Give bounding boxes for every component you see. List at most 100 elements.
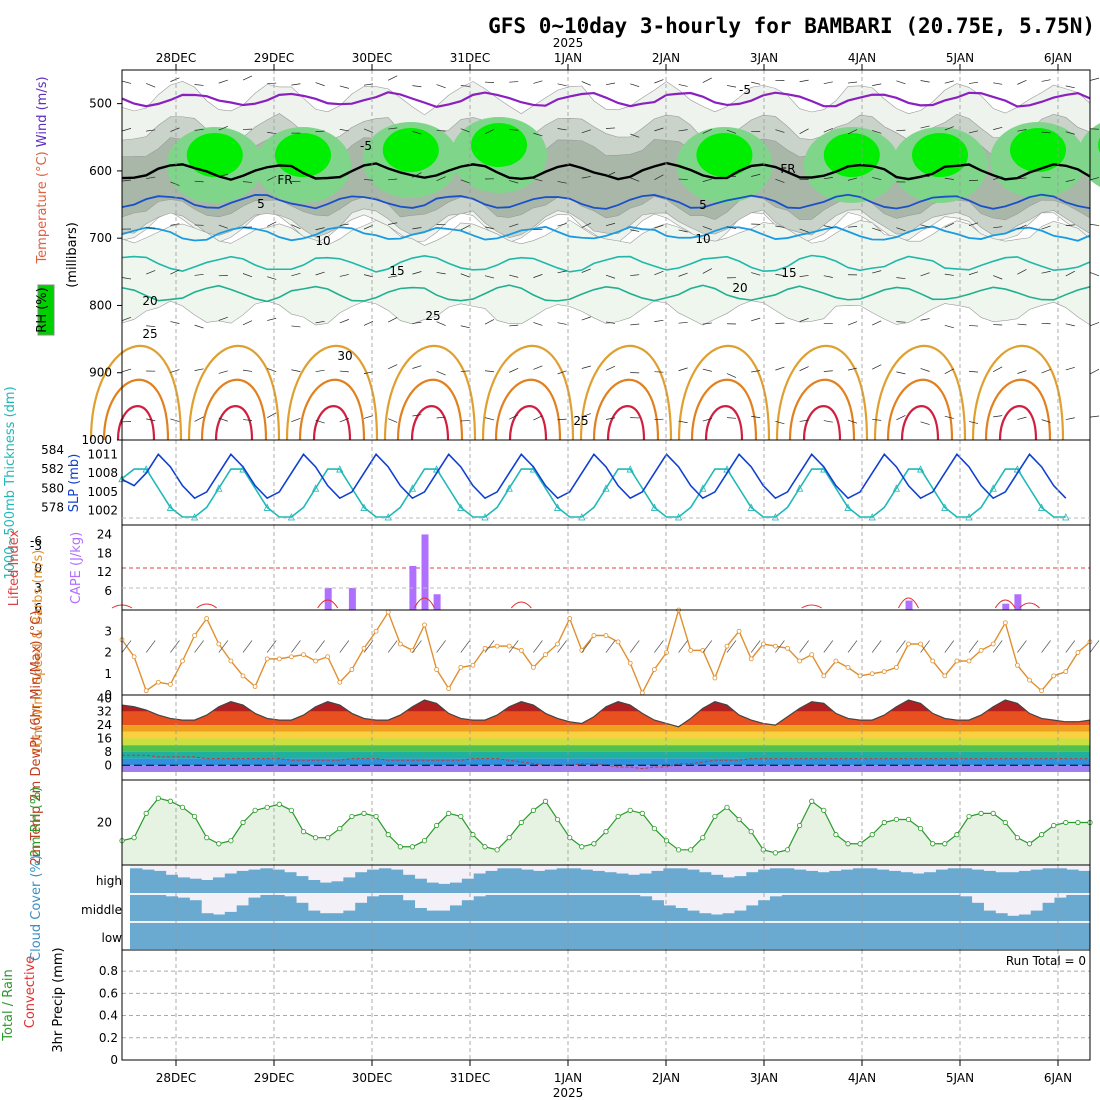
- cloud-cover-bar: [521, 923, 534, 949]
- wind-speed-point: [966, 658, 972, 664]
- rh-2m-point: [978, 810, 984, 816]
- cloud-cover-bar: [1054, 923, 1067, 949]
- rh-2m-point: [397, 844, 403, 850]
- wind-barb: [1041, 225, 1051, 230]
- temp-axis-label: 2m Temp 2m DewPt (6hr Min/Max) (°C): [29, 611, 44, 866]
- rh-saturated-area: [1010, 128, 1066, 172]
- cloud-cover-bar: [343, 877, 356, 893]
- wind-barb: [1089, 272, 1100, 277]
- wind-barb: [847, 81, 858, 84]
- rh-saturated-area: [823, 133, 880, 177]
- cloud-cover-bar: [935, 869, 949, 893]
- contour-label: FR: [780, 162, 795, 176]
- wind-barb: [581, 268, 591, 273]
- cloud-cover-bar: [497, 923, 510, 949]
- thickness-marker: [384, 513, 392, 521]
- wind-speed-point: [216, 641, 222, 647]
- wind-barb: [194, 84, 204, 86]
- cloud-cover-bar: [201, 923, 214, 949]
- wind-speed-point: [1039, 688, 1044, 694]
- temp-tick: 0: [104, 758, 112, 772]
- rh-2m-point: [1039, 832, 1045, 838]
- wind-barb: [121, 128, 132, 132]
- precip-axis-label: 3hr Precip (mm): [51, 947, 66, 1052]
- wind-speed-point: [990, 641, 996, 647]
- wind-barb: [847, 419, 858, 424]
- cloud-cover-bar: [793, 869, 807, 893]
- cloud-cover-bar: [450, 905, 463, 921]
- wind-speed-point: [591, 633, 597, 638]
- cloud-cover-bar: [1078, 923, 1091, 949]
- wind-speed-point: [1002, 620, 1008, 626]
- cloud-cover-bar: [959, 923, 973, 949]
- cloud-cover-bar: [592, 870, 605, 893]
- wind-barb: [799, 419, 809, 422]
- thickness-marker: [795, 484, 804, 492]
- cloud-cover-bar: [367, 923, 380, 949]
- cloud-cover-bar: [236, 870, 250, 893]
- cloud-cover-bar: [912, 873, 925, 893]
- temp-color-band: [122, 751, 1090, 759]
- wind-speed-point: [688, 647, 694, 653]
- wind-barb: [267, 412, 277, 419]
- rh-2m-point: [530, 807, 537, 813]
- wind-barb: [170, 418, 180, 422]
- cloud-cover-bar: [1018, 870, 1032, 893]
- precip-tick: 0: [110, 1053, 118, 1067]
- wind-barb: [726, 226, 737, 230]
- wind-speed-point: [494, 643, 500, 649]
- cloud-cover-bar: [615, 873, 629, 893]
- rh-2m-point: [869, 832, 875, 838]
- rh-2m-point: [276, 801, 282, 807]
- year-label-top: 2025: [553, 36, 584, 50]
- cape-bar: [421, 534, 429, 610]
- wind-barb: [630, 323, 640, 326]
- rh-2m-point: [748, 829, 754, 835]
- rh-2m-point: [917, 825, 924, 832]
- cloud-cover-bar: [295, 923, 309, 949]
- cloud-cover-bar: [770, 896, 783, 921]
- wind-barb: [630, 177, 640, 182]
- rh-2m-point: [1051, 822, 1057, 829]
- cloud-cover-bar: [414, 923, 427, 949]
- temp-tick: 8: [104, 745, 112, 759]
- cloud-cover-bar: [888, 870, 901, 893]
- wind-barb: [363, 371, 374, 374]
- cloud-cover-bar: [983, 923, 996, 949]
- wind-barb: [872, 83, 882, 86]
- temp-tick: 24: [97, 718, 112, 732]
- cloud-cover-bar: [1042, 868, 1056, 893]
- wind-barb-10m: [775, 640, 785, 653]
- wind-barb: [533, 415, 543, 421]
- li-tick: 6: [34, 601, 42, 615]
- temperature-contour: [121, 161, 1091, 181]
- wind-barb-10m: [871, 640, 882, 653]
- cloud-cover-bar: [592, 895, 605, 921]
- wind-speed-point: [301, 652, 306, 658]
- wind-barb: [654, 224, 664, 229]
- wind-barb: [1017, 323, 1027, 326]
- wind-barb: [146, 83, 156, 88]
- wind-barb: [146, 270, 156, 275]
- cloud-cover-bar: [355, 923, 368, 949]
- cloud-cover-bar: [390, 869, 404, 893]
- wind-barb: [775, 420, 785, 425]
- wind-barb: [702, 368, 712, 372]
- wind-barb: [751, 81, 761, 85]
- cloud-cover-bar: [935, 923, 949, 949]
- wind-barb: [702, 77, 712, 83]
- contour-label: 20: [732, 281, 747, 295]
- date-label-bottom: 1JAN: [554, 1071, 582, 1085]
- wind-barb: [460, 370, 470, 372]
- rh-saturated-area: [696, 133, 753, 177]
- wind-barb: [1017, 416, 1027, 420]
- wind-barb: [218, 79, 228, 84]
- cloud-cover-bar: [829, 923, 842, 949]
- cloud-cover-bar: [509, 923, 522, 949]
- wind-barb: [823, 420, 833, 423]
- rh-2m-point: [712, 813, 718, 820]
- cloud-cover-bar: [734, 910, 747, 921]
- wind-barb: [509, 324, 519, 327]
- wind-barb: [823, 177, 833, 180]
- wind-speed-point: [192, 633, 198, 638]
